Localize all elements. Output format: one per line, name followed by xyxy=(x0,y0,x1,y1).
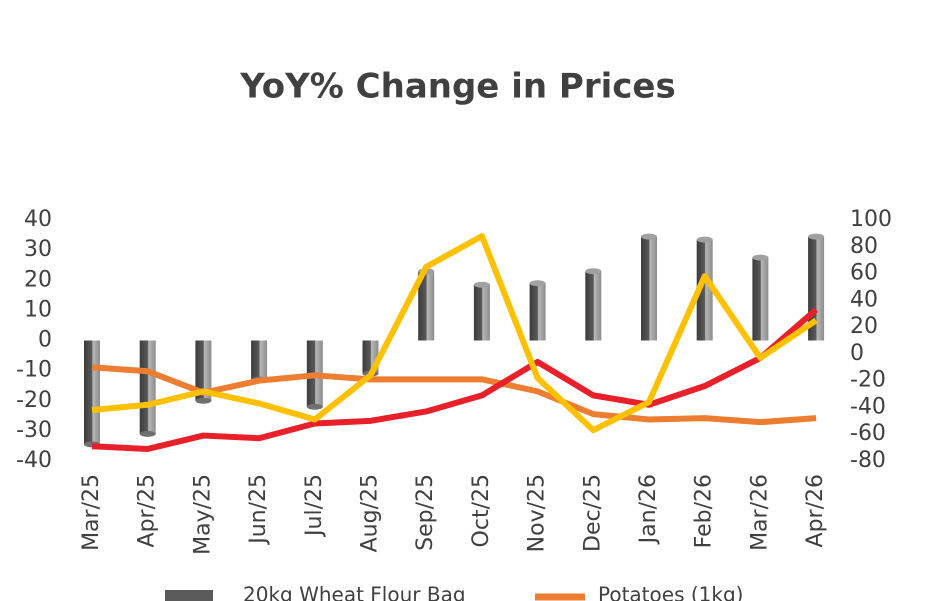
bar xyxy=(251,340,268,380)
bar-cap xyxy=(585,268,602,275)
line xyxy=(91,233,818,434)
y-tick-label: 30 xyxy=(24,237,52,262)
y2-tick-label: 100 xyxy=(850,207,892,232)
bar xyxy=(139,340,156,434)
x-tick-label: Dec/25 xyxy=(580,474,605,552)
bar xyxy=(752,257,769,341)
y-tick-label: 20 xyxy=(24,267,52,292)
bar-cap xyxy=(139,430,156,437)
y-tick-label: -10 xyxy=(16,358,52,383)
legend-swatch xyxy=(165,590,213,601)
y2-tick-label: 0 xyxy=(850,341,864,366)
bar-cap xyxy=(808,233,825,240)
x-tick-label: Oct/25 xyxy=(469,474,494,547)
y2-tick-label: 20 xyxy=(850,314,878,339)
y-tick-label: -40 xyxy=(16,448,52,473)
x-tick-label: Mar/25 xyxy=(79,474,104,551)
bar xyxy=(641,236,657,341)
y2-tick-label: -20 xyxy=(850,368,886,393)
line xyxy=(91,307,819,452)
x-tick-label: Feb/26 xyxy=(692,474,717,548)
bar xyxy=(473,284,490,341)
y-tick-label: 0 xyxy=(38,328,52,353)
x-tick-label: Aug/25 xyxy=(358,474,383,552)
bar-cap xyxy=(306,403,323,410)
bar xyxy=(84,340,100,445)
bar-cap xyxy=(752,254,769,261)
bar xyxy=(696,239,713,341)
y2-tick-label: 80 xyxy=(850,234,878,259)
x-tick-label: Jul/25 xyxy=(302,474,327,538)
bar xyxy=(585,271,602,341)
y-tick-label: -20 xyxy=(16,388,52,413)
y-tick-label: 40 xyxy=(24,207,52,232)
bar-cap xyxy=(641,233,657,240)
x-tick-label: Sep/25 xyxy=(413,474,438,551)
bar xyxy=(529,283,546,341)
y2-tick-label: -40 xyxy=(850,394,886,419)
y-tick-label: 10 xyxy=(24,297,52,322)
y-tick-label: -30 xyxy=(16,418,52,443)
bar-cap xyxy=(473,281,490,288)
bar-cap xyxy=(696,236,713,243)
bar xyxy=(418,271,435,341)
x-tick-label: Nov/25 xyxy=(525,474,550,552)
x-tick-label: Apr/26 xyxy=(803,474,828,547)
bar-cap xyxy=(529,280,546,287)
bar xyxy=(195,340,212,401)
bar-cap xyxy=(195,397,212,404)
chart-title: YoY% Change in Prices xyxy=(239,67,675,107)
x-tick-label: Mar/26 xyxy=(747,474,772,551)
legend-label: 20kg Wheat Flour Bag xyxy=(243,583,466,601)
x-tick-label: Apr/25 xyxy=(135,474,160,547)
x-tick-label: May/25 xyxy=(190,474,215,555)
x-tick-label: Jan/26 xyxy=(636,474,661,545)
legend-label: Potatoes (1kg) xyxy=(598,583,743,601)
x-tick-label: Jun/25 xyxy=(246,474,271,546)
y2-tick-label: 60 xyxy=(850,261,878,286)
y2-tick-label: -60 xyxy=(850,421,886,446)
y2-tick-label: 40 xyxy=(850,287,878,312)
y2-tick-label: -80 xyxy=(850,448,886,473)
